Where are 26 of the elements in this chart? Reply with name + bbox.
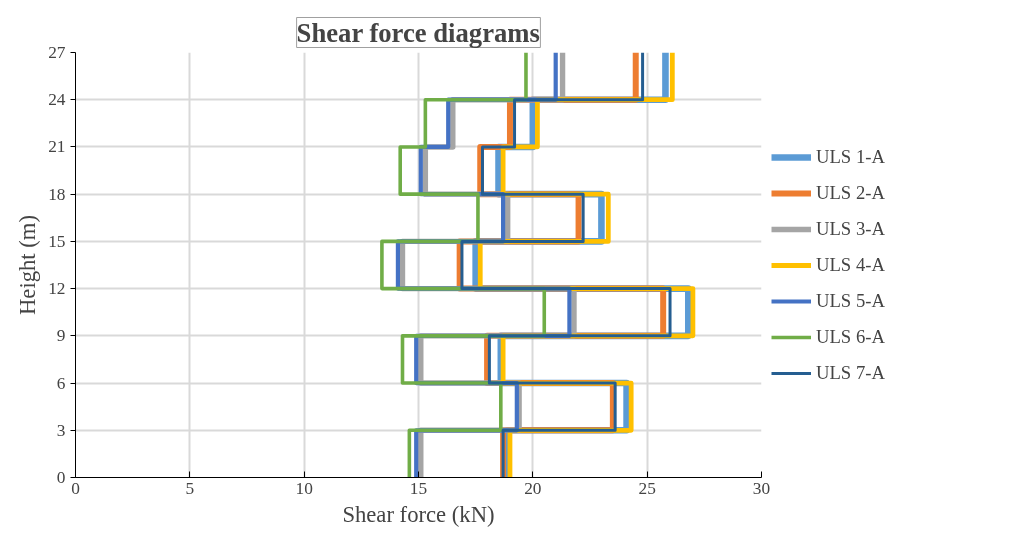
x-axis-title: Shear force (kN)	[342, 501, 495, 527]
x-tick-label: 20	[524, 478, 542, 498]
x-tick-label: 15	[409, 478, 428, 498]
legend-label: ULS 6-A	[816, 325, 885, 348]
legend-label: ULS 5-A	[816, 289, 885, 312]
legend-label: ULS 4-A	[816, 253, 885, 276]
y-tick-label: 18	[48, 184, 66, 204]
y-tick-label: 9	[56, 326, 66, 346]
x-tick-label: 5	[185, 478, 195, 498]
y-tick-label: 24	[48, 90, 66, 110]
legend-label: ULS 2-A	[816, 181, 885, 204]
y-tick-label: 27	[48, 43, 66, 62]
y-tick-label: 6	[56, 373, 66, 393]
x-tick-label: 0	[71, 478, 80, 498]
x-tick-label: 30	[752, 478, 771, 498]
y-tick-label: 15	[48, 231, 66, 251]
x-tick-label: 25	[638, 478, 656, 498]
y-tick-label: 12	[48, 279, 66, 299]
x-tick-label: 10	[295, 478, 313, 498]
chart-title: Shear force diagrams	[296, 17, 540, 48]
y-tick-label: 3	[56, 420, 66, 440]
y-tick-label: 21	[48, 137, 66, 157]
legend-label: ULS 3-A	[816, 217, 885, 240]
legend-label: ULS 7-A	[816, 361, 885, 384]
y-axis-title: Height (m)	[15, 214, 41, 316]
legend-label: ULS 1-A	[816, 145, 885, 168]
